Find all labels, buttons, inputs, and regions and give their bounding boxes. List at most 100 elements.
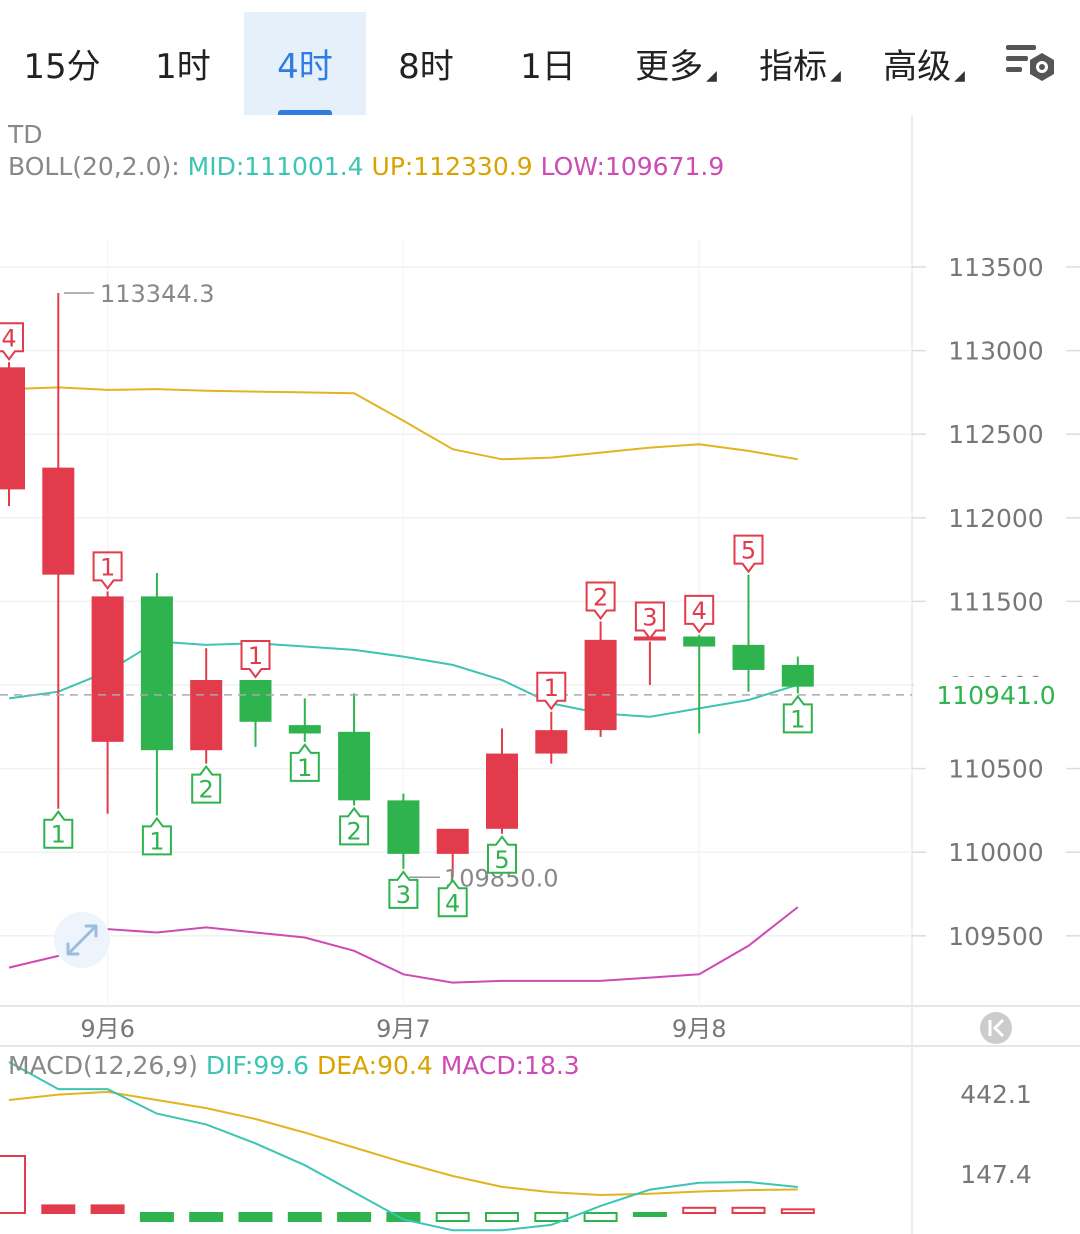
td-marker-label: 4 [445, 889, 460, 917]
macd-histogram-bar [41, 1204, 76, 1215]
price-tick-label: 113000 [948, 337, 1043, 366]
macd-histogram-bar [583, 1212, 618, 1222]
candle-body [584, 639, 617, 731]
date-tick-label: 9月6 [80, 1015, 135, 1043]
candle-body [288, 725, 321, 734]
td-marker-box [191, 764, 222, 804]
tab-4时[interactable]: 4时 [244, 12, 366, 115]
macd-histogram-bar [731, 1206, 766, 1215]
td-marker: 4 [684, 594, 715, 634]
td-marker-box [240, 639, 271, 679]
tab-label: 更多 [635, 47, 704, 87]
td-marker: 1 [289, 743, 320, 782]
macd-dea-value: DEA:90.4 [316, 1051, 433, 1080]
macd-histogram-bar [386, 1212, 421, 1222]
boll-mid-line [8, 640, 799, 718]
macd-name: MACD(12,26,9) [8, 1051, 198, 1080]
candle-body [436, 828, 469, 854]
candle-body [732, 644, 765, 670]
macd-histogram-bar [189, 1212, 224, 1222]
tab-更多[interactable]: 更多 ◢ [614, 12, 738, 115]
price-tick-label: 111500 [948, 587, 1043, 616]
candle [91, 591, 124, 814]
td-marker-box [782, 694, 813, 734]
td-marker-label: 5 [494, 846, 509, 874]
macd-tick-label: 147.4 [960, 1160, 1032, 1189]
candle [584, 621, 617, 737]
macd-histogram-bar [287, 1212, 322, 1222]
macd-tick-label: 442.1 [960, 1080, 1032, 1109]
timeframe-tab-bar: 15分 1时 4时 8时 1日 更多 ◢ 指标 ◢ 高级 ◢ [0, 0, 1080, 115]
macd-histogram-bar [534, 1212, 569, 1222]
candle-body [0, 367, 25, 490]
td-marker: 5 [733, 534, 764, 574]
boll-mid-value: MID:111001.4 [187, 152, 364, 181]
td-marker-box [585, 581, 616, 621]
candle [239, 679, 272, 747]
boll-low-value: LOW:109671.9 [540, 152, 725, 181]
tab-label: 15分 [23, 47, 101, 87]
td-marker: 1 [782, 694, 813, 734]
td-marker-box [92, 551, 123, 591]
tab-label: 指标 [759, 47, 828, 87]
candle [190, 648, 223, 764]
candle [486, 728, 518, 834]
td-marker-label: 2 [593, 583, 608, 611]
td-indicator-label: TD [8, 120, 43, 149]
td-marker-label: 4 [692, 597, 707, 625]
tab-label: 1时 [155, 47, 211, 87]
td-marker-box [289, 743, 320, 782]
date-tick-label: 9月7 [376, 1015, 431, 1043]
candle [535, 711, 568, 764]
tab-label: 1日 [520, 47, 576, 87]
candle-body [338, 731, 371, 801]
scroll-to-latest-icon[interactable] [980, 1012, 1012, 1044]
expand-chart-icon[interactable] [54, 912, 110, 968]
candle [387, 793, 420, 869]
tab-label: 高级 [883, 47, 952, 87]
td-marker: 1 [240, 639, 271, 679]
td-marker: 1 [536, 671, 567, 711]
tab-15分[interactable]: 15分 [8, 12, 116, 115]
td-marker-box [339, 806, 370, 846]
chart-settings-icon[interactable] [1004, 40, 1056, 90]
td-marker: 2 [585, 581, 616, 621]
td-marker-box [733, 534, 764, 574]
macd-dea-line [8, 1090, 798, 1197]
td-marker: 1 [43, 810, 74, 849]
boll-upper-line [8, 386, 798, 461]
price-tick-label: 110000 [948, 838, 1043, 867]
tab-label: 4时 [277, 47, 333, 87]
tab-8时[interactable]: 8时 [366, 12, 486, 115]
td-marker: 2 [191, 764, 222, 804]
td-marker-label: 1 [790, 705, 805, 733]
candle [42, 293, 75, 809]
current-price-label: 110941.0 [936, 681, 1055, 710]
macd-histogram-bar [485, 1212, 519, 1222]
candle [0, 362, 25, 507]
td-marker: 3 [388, 870, 419, 909]
tab-高级[interactable]: 高级 ◢ [862, 12, 986, 115]
tab-1时[interactable]: 1时 [128, 12, 238, 115]
tab-label: 8时 [398, 47, 454, 87]
boll-name: BOLL(20,2.0): [8, 152, 180, 181]
candle [338, 693, 371, 806]
td-marker: 2 [339, 806, 370, 846]
price-tick-label: 112000 [948, 504, 1043, 533]
candle-body [42, 467, 75, 575]
macd-histogram-bar [435, 1212, 470, 1222]
td-marker-box [388, 870, 419, 909]
tab-1日[interactable]: 1日 [488, 12, 608, 115]
td-marker-label: 2 [346, 817, 361, 845]
price-tick-label: 109500 [948, 922, 1043, 951]
macd-histogram-bar [0, 1155, 26, 1214]
candle [732, 574, 765, 692]
tab-指标[interactable]: 指标 ◢ [738, 12, 862, 115]
td-marker-box [634, 601, 665, 641]
boll-up-value: UP:112330.9 [371, 152, 533, 181]
macd-histogram-bar [682, 1206, 717, 1215]
td-marker-label: 4 [1, 324, 16, 352]
macd-histogram-bar [632, 1212, 667, 1217]
td-marker: 5 [487, 835, 517, 874]
